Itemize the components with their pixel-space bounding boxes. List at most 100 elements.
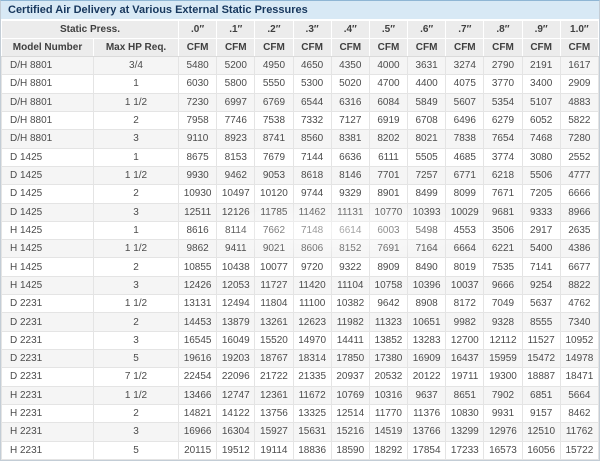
cfm-header: CFM [330,38,370,57]
cfm-cell: 10758 [368,275,409,296]
cfm-cell: 21722 [254,367,294,387]
header-row-labels: Model Number Max HP Req. CFM CFM CFM CFM CFM… [1,38,599,57]
cfm-cell: 16304 [216,422,256,442]
cfm-cell: 13283 [407,330,447,351]
cfm-cell: 4075 [445,74,485,94]
cfm-cell: 11131 [330,202,370,222]
cfm-cell: 11804 [254,294,294,314]
pressure-header: .5″ [368,20,409,39]
table-row: H 1425 1 8616 8114 7662 7148 6614 6003 5498 4553 3… [1,220,599,241]
cfm-cell: 4650 [292,55,332,76]
cfm-cell: 3631 [407,55,447,76]
cfm-cell: 8462 [559,403,599,424]
cfm-cell: 7280 [559,129,599,149]
cfm-cell: 11527 [521,330,561,351]
cfm-cell: 13466 [178,385,218,405]
cfm-cell: 16545 [178,330,218,351]
cfm-cell: 9329 [330,184,370,204]
max-hp-cell: 1 1/2 [92,92,180,112]
cfm-cell: 12510 [521,422,561,442]
cfm-cell: 9720 [292,257,332,277]
cfm-cell: 22096 [216,367,256,387]
cfm-cell: 7144 [292,147,332,167]
pressure-header: .9″ [521,20,561,39]
cfm-cell: 11785 [254,202,294,222]
cfm-cell: 12361 [254,385,294,405]
cfm-cell: 12700 [445,330,485,351]
cfm-cell: 9637 [407,385,447,405]
cfm-cell: 3506 [483,220,523,241]
cfm-cell: 13325 [292,403,332,424]
cfm-cell: 16573 [483,440,523,460]
cfm-cell: 10077 [254,257,294,277]
table-row: D/H 8801 2 7958 7746 7538 7332 7127 6919 6708 649… [1,110,599,131]
pressure-header: .3″ [292,20,332,39]
cfm-cell: 9462 [216,165,256,186]
cfm-cell: 9053 [254,165,294,186]
model-cell: H 2231 [1,440,94,460]
max-hp-cell: 2 [92,403,180,424]
table-row: D/H 8801 1 1/2 7230 6997 6769 6544 6316 6084 584… [1,92,599,112]
cfm-cell: 6496 [445,110,485,131]
max-hp-cell: 3/4 [92,55,180,76]
cfm-cell: 10830 [445,403,485,424]
cfm-cell: 11462 [292,202,332,222]
table-row: D 1425 1 8675 8153 7679 7144 6636 6111 5505 4685 3… [1,147,599,167]
cfm-cell: 18590 [330,440,370,460]
cfm-cell: 7332 [292,110,332,131]
cfm-cell: 14978 [559,348,599,369]
cfm-cell: 9021 [254,239,294,259]
table-row: D/H 8801 3/4 5480 5200 4950 4650 4350 4000 3631 3… [1,55,599,76]
cfm-cell: 3774 [483,147,523,167]
cfm-cell: 10651 [407,312,447,332]
cfm-cell: 12747 [216,385,256,405]
cfm-cell: 7141 [521,257,561,277]
cfm-header: CFM [483,38,523,57]
max-hp-cell: 1 1/2 [92,239,180,259]
cfm-cell: 13766 [407,422,447,442]
cfm-cell: 8099 [445,184,485,204]
cfm-header: CFM [292,38,332,57]
cfm-cell: 5200 [216,55,256,76]
cfm-cell: 10770 [368,202,409,222]
cfm-cell: 5498 [407,220,447,241]
max-hp-cell: 1 1/2 [92,385,180,405]
max-hp-cell: 2 [92,312,180,332]
table-row: H 1425 1 1/2 9862 9411 9021 8606 8152 7691 7164 6… [1,239,599,259]
cfm-cell: 7662 [254,220,294,241]
table-row: H 1425 3 12426 12053 11727 11420 11104 10758 103… [1,275,599,296]
cfm-cell: 16966 [178,422,218,442]
cfm-cell: 19616 [178,348,218,369]
cfm-cell: 8490 [407,257,447,277]
cfm-cell: 12126 [216,202,256,222]
cfm-cell: 6664 [445,239,485,259]
cfm-cell: 5300 [292,74,332,94]
cfm-cell: 4950 [254,55,294,76]
cfm-header: CFM [521,38,561,57]
max-hp-cell: 3 [92,422,180,442]
cfm-cell: 22454 [178,367,218,387]
cfm-cell: 2909 [559,74,599,94]
cfm-cell: 10855 [178,257,218,277]
model-cell: D 1425 [1,184,94,204]
cfm-cell: 9931 [483,403,523,424]
cfm-cell: 4762 [559,294,599,314]
max-hp-cell: 3 [92,202,180,222]
cfm-cell: 7230 [178,92,218,112]
cfm-cell: 5800 [216,74,256,94]
cfm-cell: 9930 [178,165,218,186]
cfm-cell: 9328 [483,312,523,332]
cfm-cell: 16437 [445,348,485,369]
cfm-cell: 4777 [559,165,599,186]
cfm-cell: 6030 [178,74,218,94]
cfm-cell: 13261 [254,312,294,332]
cfm-cell: 13131 [178,294,218,314]
cfm-cell: 8741 [254,129,294,149]
cfm-cell: 7535 [483,257,523,277]
cfm-cell: 7205 [521,184,561,204]
cfm-cell: 8555 [521,312,561,332]
cfm-cell: 8172 [445,294,485,314]
table-row: D 2231 3 16545 16049 15520 14970 14411 13852 132… [1,330,599,351]
model-cell: D 2231 [1,348,94,369]
cfm-cell: 11762 [559,422,599,442]
